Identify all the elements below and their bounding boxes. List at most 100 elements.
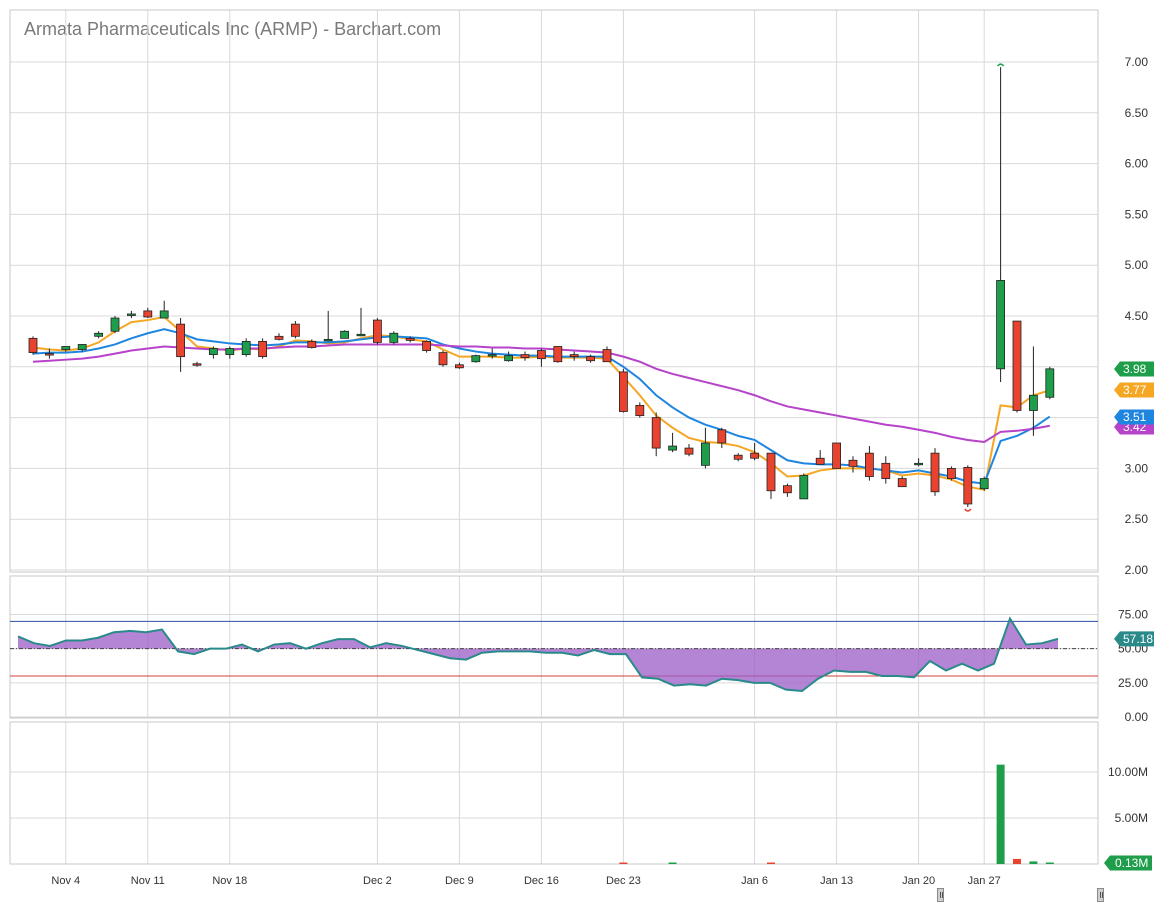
candle-body xyxy=(471,355,481,363)
candle xyxy=(996,67,1005,383)
candle-body xyxy=(356,333,366,337)
date-label: Nov 18 xyxy=(212,875,247,887)
rsi-line xyxy=(17,616,1059,693)
candle xyxy=(668,432,677,453)
candle-body xyxy=(553,346,563,363)
volume-bar xyxy=(668,862,677,864)
candle xyxy=(832,442,841,469)
candle xyxy=(176,318,186,372)
candle xyxy=(635,402,645,418)
tag-label: 0.13M xyxy=(1115,856,1148,870)
price-tick-label: 4.50 xyxy=(1125,309,1149,323)
candle-body xyxy=(159,310,169,319)
candle xyxy=(586,354,595,363)
candle-body xyxy=(783,485,792,494)
candle-body xyxy=(422,340,432,351)
price-tick-label: 6.50 xyxy=(1125,106,1149,120)
high-marker xyxy=(997,63,1005,67)
volume-bar xyxy=(767,862,775,864)
candle-body xyxy=(61,346,71,350)
x-axis-labels: Nov 4 Nov 11 Nov 18 Dec 2 Dec 9 Dec 16 Dec 23 J… xyxy=(51,875,1000,887)
candle xyxy=(1029,346,1038,436)
candle xyxy=(815,450,825,465)
rsi-tick-label: 25.00 xyxy=(1118,676,1148,690)
candle-body xyxy=(274,335,284,340)
chart-title: Armata Pharmaceuticals Inc (ARMP) - Barc… xyxy=(24,19,441,39)
candle xyxy=(520,351,530,361)
rsi-tick-label: 0.00 xyxy=(1125,710,1149,724)
price-tick-label: 2.50 xyxy=(1125,512,1149,526)
candle-body xyxy=(832,442,841,469)
date-label: Dec 23 xyxy=(606,875,641,887)
rsi-panel xyxy=(10,616,1098,693)
panel-borders xyxy=(9,9,1099,865)
tag-shape xyxy=(1114,631,1154,647)
range-handle-left[interactable] xyxy=(937,888,944,902)
candle xyxy=(454,362,464,369)
date-label: Nov 4 xyxy=(51,875,80,887)
candle-body xyxy=(208,348,218,356)
candle xyxy=(799,473,809,500)
candlesticks xyxy=(28,63,1055,512)
candle xyxy=(1045,366,1055,400)
candle-body xyxy=(848,459,858,467)
candle-body xyxy=(750,452,759,459)
candle xyxy=(717,427,727,449)
candle xyxy=(569,351,579,361)
candle-body xyxy=(504,355,514,362)
candle-body xyxy=(45,353,54,356)
candle-body xyxy=(290,323,300,337)
candle-body xyxy=(405,337,415,341)
candle xyxy=(208,346,218,359)
candle xyxy=(192,361,202,367)
last-tag-ma_fast: 3.77 xyxy=(1114,382,1154,398)
last-tag-volume: 0.13M xyxy=(1104,855,1152,871)
candle xyxy=(389,331,399,345)
candle xyxy=(783,483,792,497)
price-tick-label: 2.00 xyxy=(1125,563,1149,577)
candle xyxy=(897,476,907,488)
tag-shape xyxy=(1114,361,1154,377)
range-handle-right[interactable] xyxy=(1097,888,1104,902)
candle xyxy=(619,368,628,413)
candle-body xyxy=(454,364,464,369)
candle xyxy=(701,427,710,469)
volume-bar xyxy=(1045,862,1054,864)
low-marker xyxy=(964,508,972,512)
candle-body xyxy=(684,447,694,455)
candle-body xyxy=(996,280,1005,370)
candle-body xyxy=(323,338,333,342)
candle-body xyxy=(947,467,956,479)
candle-body xyxy=(340,330,350,339)
candle-body xyxy=(602,349,612,363)
price-tick-label: 3.00 xyxy=(1125,461,1149,475)
candle xyxy=(1012,320,1022,413)
candle xyxy=(323,310,333,342)
candle xyxy=(159,300,169,319)
tag-label: 3.51 xyxy=(1123,410,1147,424)
candle xyxy=(340,330,350,339)
panel-frame xyxy=(9,575,1099,719)
candle xyxy=(979,476,989,491)
candle-body xyxy=(241,340,251,356)
candle-body xyxy=(1045,368,1055,398)
candle xyxy=(290,321,300,339)
last-tag-ma_mid: 3.51 xyxy=(1114,409,1154,425)
candle-body xyxy=(586,356,595,362)
candle xyxy=(504,351,514,362)
candle xyxy=(930,448,940,496)
candle-body xyxy=(635,405,645,416)
candle xyxy=(372,318,382,345)
candle xyxy=(405,336,415,343)
candle xyxy=(537,348,546,367)
candle-body xyxy=(307,340,317,348)
candle-body xyxy=(651,417,661,449)
date-label: Dec 2 xyxy=(363,875,392,887)
candle xyxy=(947,466,956,481)
candle xyxy=(766,452,776,499)
candle xyxy=(471,354,481,363)
candle xyxy=(241,338,251,357)
